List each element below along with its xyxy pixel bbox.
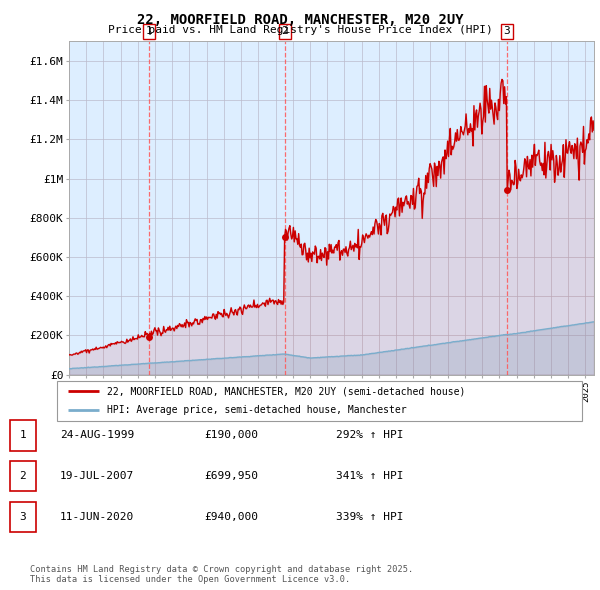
Text: 1: 1 [146, 27, 152, 37]
Text: 24-AUG-1999: 24-AUG-1999 [60, 431, 134, 440]
Text: 292% ↑ HPI: 292% ↑ HPI [336, 431, 404, 440]
Text: 1: 1 [19, 431, 26, 440]
FancyBboxPatch shape [57, 381, 582, 421]
Text: £940,000: £940,000 [204, 512, 258, 522]
Text: £699,950: £699,950 [204, 471, 258, 481]
Text: 3: 3 [19, 512, 26, 522]
Text: 2: 2 [19, 471, 26, 481]
Text: HPI: Average price, semi-detached house, Manchester: HPI: Average price, semi-detached house,… [107, 405, 407, 415]
Text: 22, MOORFIELD ROAD, MANCHESTER, M20 2UY (semi-detached house): 22, MOORFIELD ROAD, MANCHESTER, M20 2UY … [107, 386, 465, 396]
Text: Price paid vs. HM Land Registry's House Price Index (HPI): Price paid vs. HM Land Registry's House … [107, 25, 493, 35]
Text: Contains HM Land Registry data © Crown copyright and database right 2025.
This d: Contains HM Land Registry data © Crown c… [30, 565, 413, 584]
Text: 3: 3 [503, 27, 510, 37]
Text: 19-JUL-2007: 19-JUL-2007 [60, 471, 134, 481]
Text: 22, MOORFIELD ROAD, MANCHESTER, M20 2UY: 22, MOORFIELD ROAD, MANCHESTER, M20 2UY [137, 13, 463, 27]
Text: 339% ↑ HPI: 339% ↑ HPI [336, 512, 404, 522]
Text: 2: 2 [281, 27, 289, 37]
Text: 11-JUN-2020: 11-JUN-2020 [60, 512, 134, 522]
Text: £190,000: £190,000 [204, 431, 258, 440]
Text: 341% ↑ HPI: 341% ↑ HPI [336, 471, 404, 481]
